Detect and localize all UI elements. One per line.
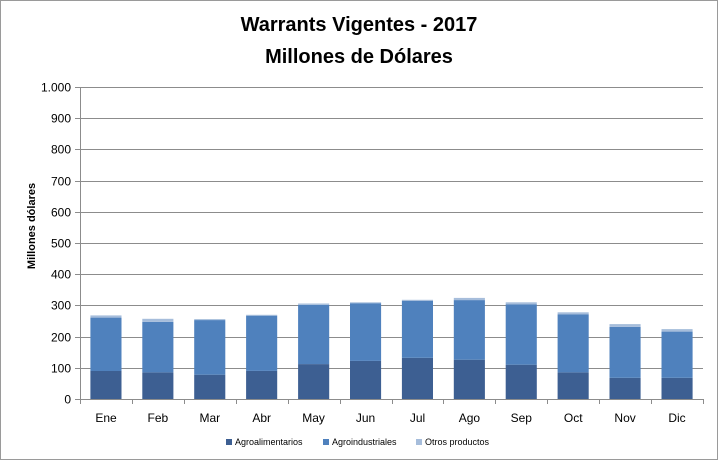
- legend: Agroalimentarios Agroindustriales Otros pr…: [226, 437, 490, 447]
- y-tick-label: 400: [51, 268, 71, 282]
- bar-otros-productos-feb: [142, 318, 174, 322]
- x-tick-label: Ago: [459, 411, 481, 425]
- bar-otros-productos-may: [298, 303, 330, 305]
- legend-label: Agroindustriales: [332, 437, 397, 447]
- bar-agroalimentarios-mar: [194, 374, 226, 399]
- x-tick-label: Oct: [564, 411, 583, 425]
- x-tick-label: Dic: [668, 411, 685, 425]
- y-tick-label: 600: [51, 206, 71, 220]
- bar-otros-productos-ene: [90, 315, 122, 318]
- legend-label: Otros productos: [425, 437, 490, 447]
- x-tick-label: Jul: [410, 411, 425, 425]
- chart-subtitle: Millones de Dólares: [265, 46, 453, 68]
- legend-swatch: [416, 439, 422, 445]
- x-tick-label: Ene: [95, 411, 117, 425]
- bar-agroindustriales-sep: [505, 304, 537, 365]
- x-tick-label: Nov: [614, 411, 635, 425]
- y-tick-label: 900: [51, 112, 71, 126]
- y-tick-label: 100: [51, 362, 71, 376]
- y-axis-ticks: 0 100 200 300 400 500 600 700 800 900 1.000: [41, 81, 80, 407]
- y-tick-label: 800: [51, 143, 71, 157]
- x-tick-label: Abr: [252, 411, 271, 425]
- bar-otros-productos-mar: [194, 319, 226, 320]
- bar-otros-productos-oct: [557, 312, 589, 315]
- bar-agroalimentarios-oct: [557, 372, 589, 399]
- y-tick-label: 200: [51, 331, 71, 345]
- bar-agroindustriales-feb: [142, 321, 174, 373]
- x-tick-label: Sep: [511, 411, 533, 425]
- y-axis-label: Millones dólares: [26, 183, 38, 269]
- chart-title: Warrants Vigentes - 2017: [241, 14, 478, 36]
- bar-agroalimentarios-sep: [505, 364, 537, 399]
- bar-agroalimentarios-ene: [90, 370, 122, 399]
- bar-agroalimentarios-nov: [609, 377, 641, 399]
- bar-agroalimentarios-jul: [401, 357, 433, 399]
- bar-otros-productos-abr: [246, 314, 278, 316]
- bar-agroindustriales-mar: [194, 320, 226, 375]
- y-tick-label: 1.000: [41, 81, 71, 95]
- bar-otros-productos-jun: [350, 302, 382, 304]
- bar-agroalimentarios-ago: [453, 359, 485, 399]
- bars: [90, 297, 693, 399]
- bar-agroindustriales-oct: [557, 314, 589, 373]
- bar-agroindustriales-jun: [350, 303, 382, 361]
- bar-otros-productos-ago: [453, 297, 485, 301]
- bar-agroalimentarios-may: [298, 364, 330, 399]
- x-tick-label: Feb: [148, 411, 169, 425]
- bar-agroalimentarios-feb: [142, 372, 174, 399]
- y-tick-label: 700: [51, 175, 71, 189]
- x-tick-label: Mar: [199, 411, 220, 425]
- y-tick-label: 500: [51, 237, 71, 251]
- legend-swatch: [226, 439, 232, 445]
- x-tick-label: Jun: [356, 411, 375, 425]
- bar-agroalimentarios-abr: [246, 370, 278, 399]
- bar-agroalimentarios-dic: [661, 377, 693, 399]
- bar-agroindustriales-ago: [453, 300, 485, 360]
- y-tick-label: 0: [64, 393, 71, 407]
- legend-swatch: [323, 439, 329, 445]
- bar-otros-productos-nov: [609, 324, 641, 327]
- bar-agroalimentarios-jun: [350, 360, 382, 399]
- bar-agroindustriales-dic: [661, 331, 693, 378]
- bar-otros-productos-dic: [661, 329, 693, 332]
- x-tick-label: May: [302, 411, 325, 425]
- bar-agroindustriales-ene: [90, 317, 122, 371]
- legend-label: Agroalimentarios: [235, 437, 303, 447]
- gridlines: [80, 87, 703, 369]
- bar-otros-productos-jul: [401, 299, 433, 301]
- x-axis-ticks: Ene Feb Mar Abr May Jun Jul Ago Sep Oct Nov Dic: [80, 399, 704, 425]
- bar-agroindustriales-nov: [609, 326, 641, 378]
- y-tick-label: 300: [51, 299, 71, 313]
- bar-agroindustriales-may: [298, 304, 330, 365]
- bar-otros-productos-sep: [505, 302, 537, 305]
- bar-agroindustriales-abr: [246, 315, 278, 371]
- bar-agroindustriales-jul: [401, 301, 433, 358]
